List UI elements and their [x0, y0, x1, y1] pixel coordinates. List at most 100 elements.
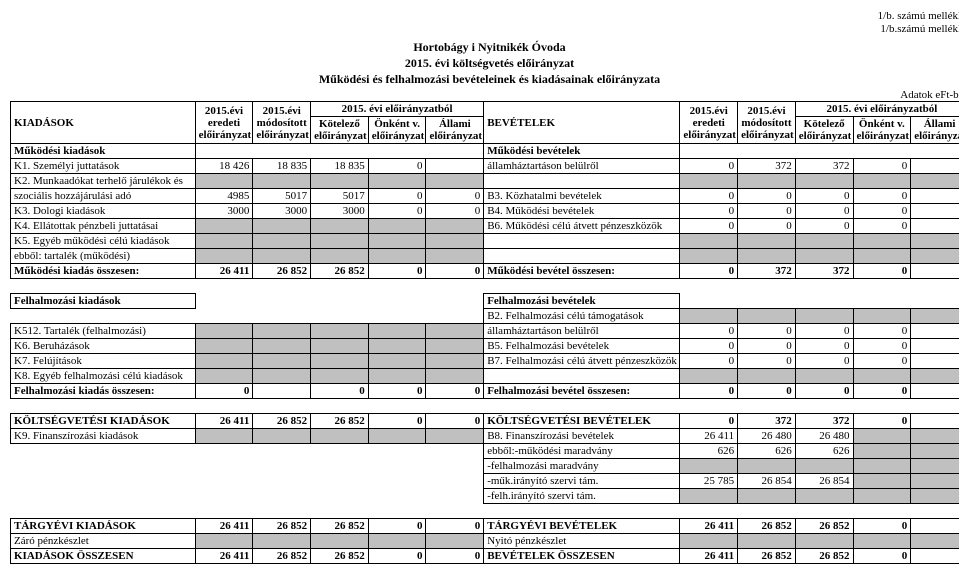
row-label-right: ebből:-működési maradvány	[484, 444, 680, 459]
num-cell	[195, 354, 253, 369]
num-cell: 26 852	[253, 264, 311, 279]
row-label-right: B5. Felhalmozási bevételek	[484, 339, 680, 354]
num-cell	[311, 324, 369, 339]
row-label-right: KÖLTSÉGVETÉSI BEVÉTELEK	[484, 414, 680, 429]
num-cell	[853, 249, 911, 264]
row-label-left: KÖLTSÉGVETÉSI KIADÁSOK	[11, 414, 196, 429]
num-cell: 0	[911, 159, 959, 174]
row-label-left: TÁRGYÉVI KIADÁSOK	[11, 519, 196, 534]
num-cell	[311, 459, 369, 474]
head-onkent-b: Önként v. előirányzat	[853, 117, 911, 144]
row-label-right: B2. Felhalmozási célú támogatások	[484, 309, 680, 324]
title-l2: 2015. évi költségvetés előirányzat	[10, 56, 959, 72]
row-label-left: K512. Tartalék (felhalmozási)	[11, 324, 196, 339]
num-cell	[195, 489, 253, 504]
row-label-right	[484, 234, 680, 249]
budget-table: KIADÁSOK 2015.évi eredeti előirányzat 20…	[10, 101, 959, 564]
row-label-right: Működési bevétel összesen:	[484, 264, 680, 279]
num-cell	[195, 234, 253, 249]
num-cell: 0	[911, 384, 959, 399]
head-bevetelek: BEVÉTELEK	[484, 102, 680, 144]
title-l3: Működési és felhalmozási bevételeinek és…	[10, 72, 959, 88]
num-cell	[795, 459, 853, 474]
num-cell: 0	[795, 324, 853, 339]
empty-cell	[680, 144, 738, 159]
num-cell	[253, 249, 311, 264]
num-cell	[426, 474, 484, 489]
num-cell: 0	[853, 159, 911, 174]
annex-line2: 1/b.számú melléklet	[10, 23, 959, 36]
num-cell	[368, 429, 426, 444]
num-cell: 0	[368, 204, 426, 219]
num-cell	[368, 324, 426, 339]
num-cell: 3000	[311, 204, 369, 219]
num-cell: 26 411	[680, 549, 738, 564]
num-cell	[911, 249, 959, 264]
num-cell: 372	[795, 264, 853, 279]
num-cell: 0	[368, 189, 426, 204]
num-cell	[253, 234, 311, 249]
num-cell	[195, 249, 253, 264]
num-cell	[253, 309, 311, 324]
num-cell	[853, 174, 911, 189]
num-cell	[253, 219, 311, 234]
num-cell	[253, 534, 311, 549]
num-cell	[853, 459, 911, 474]
num-cell	[853, 309, 911, 324]
num-cell: 26 852	[311, 549, 369, 564]
num-cell: 26 852	[738, 519, 796, 534]
row-label-right: államháztartáson belülről	[484, 159, 680, 174]
empty-cell	[253, 294, 311, 309]
num-cell	[195, 309, 253, 324]
table-row: TÁRGYÉVI KIADÁSOK26 41126 85226 85200TÁR…	[11, 519, 959, 534]
num-cell	[368, 534, 426, 549]
num-cell	[426, 174, 484, 189]
table-row: B2. Felhalmozási célú támogatások	[11, 309, 959, 324]
num-cell	[311, 429, 369, 444]
num-cell	[253, 444, 311, 459]
num-cell	[680, 369, 738, 384]
section-label-left: Működési kiadások	[11, 144, 196, 159]
num-cell: 0	[911, 354, 959, 369]
num-cell: 0	[911, 549, 959, 564]
num-cell	[911, 429, 959, 444]
num-cell	[311, 174, 369, 189]
num-cell: 0	[368, 264, 426, 279]
num-cell	[738, 249, 796, 264]
num-cell: 0	[738, 354, 796, 369]
row-label-right: Nyitó pénzkészlet	[484, 534, 680, 549]
num-cell: 0	[368, 414, 426, 429]
num-cell: 26 411	[195, 264, 253, 279]
num-cell: 0	[680, 414, 738, 429]
num-cell	[368, 444, 426, 459]
row-label-left: K8. Egyéb felhalmozási célú kiadások	[11, 369, 196, 384]
num-cell: 18 426	[195, 159, 253, 174]
num-cell	[195, 339, 253, 354]
num-cell	[253, 354, 311, 369]
num-cell: 0	[680, 264, 738, 279]
num-cell: 0	[311, 384, 369, 399]
row-label-left: K3. Dologi kiadások	[11, 204, 196, 219]
num-cell: 26 480	[738, 429, 796, 444]
head-modositott: 2015.évi módosított előirányzat	[253, 102, 311, 144]
num-cell: 0	[368, 519, 426, 534]
num-cell: 0	[853, 414, 911, 429]
num-cell: 0	[738, 219, 796, 234]
num-cell: 3000	[253, 204, 311, 219]
num-cell	[680, 534, 738, 549]
num-cell	[426, 354, 484, 369]
num-cell: 5017	[253, 189, 311, 204]
num-cell: 0	[853, 519, 911, 534]
num-cell: 0	[680, 219, 738, 234]
num-cell	[680, 174, 738, 189]
num-cell	[853, 369, 911, 384]
num-cell	[426, 534, 484, 549]
blank-cell	[11, 504, 959, 519]
table-row: ebből: tartalék (működési)	[11, 249, 959, 264]
table-row	[11, 399, 959, 414]
num-cell: 18 835	[253, 159, 311, 174]
table-row: Záró pénzkészletNyitó pénzkészlet	[11, 534, 959, 549]
num-cell	[853, 489, 911, 504]
num-cell	[738, 309, 796, 324]
num-cell	[738, 534, 796, 549]
